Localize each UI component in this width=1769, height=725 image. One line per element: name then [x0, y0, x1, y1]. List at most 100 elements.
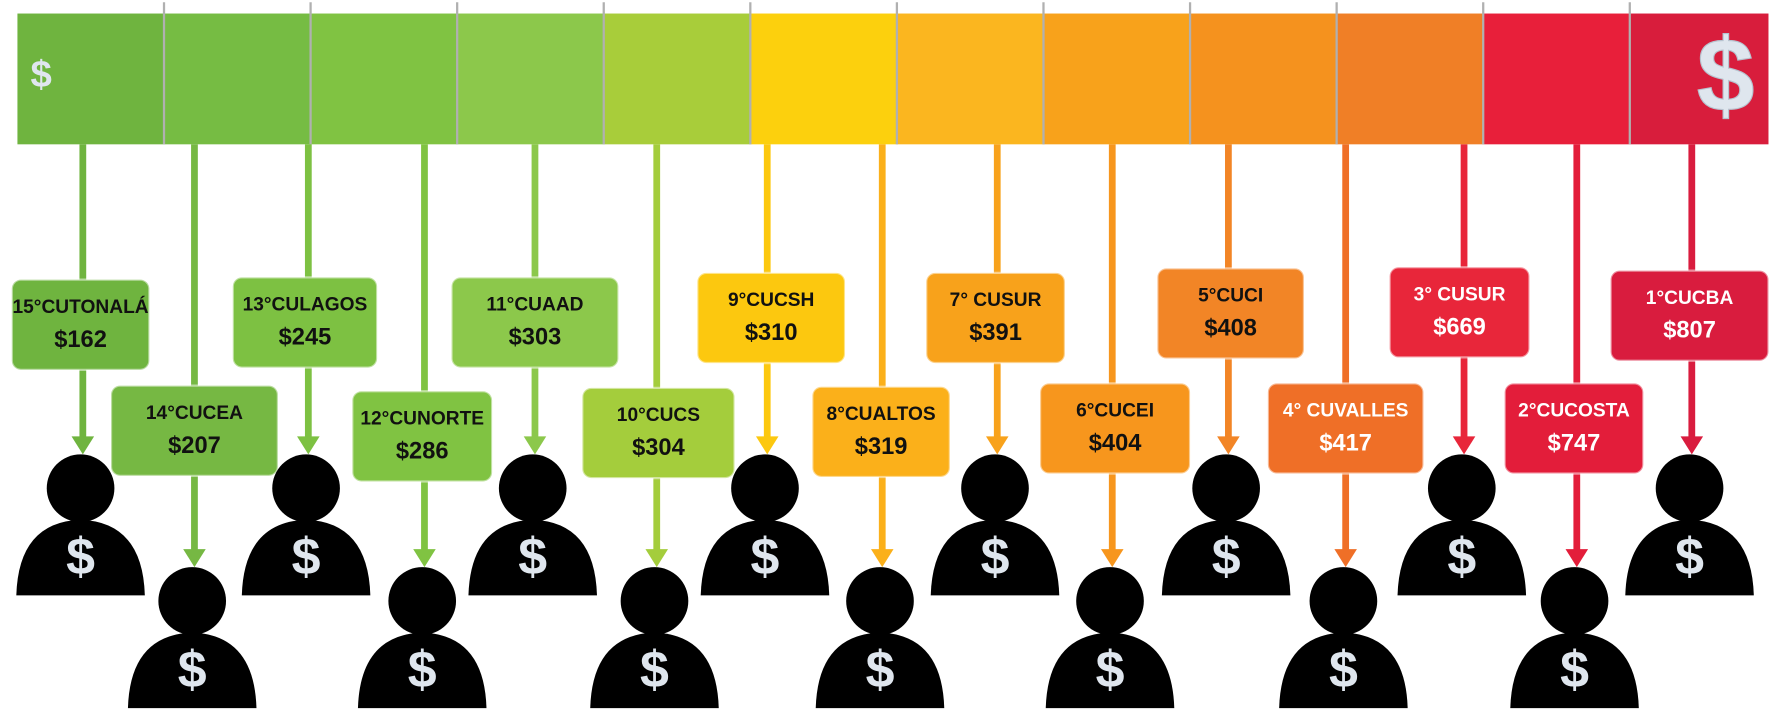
item-label: 10°CUCS — [617, 405, 700, 426]
person-head — [620, 567, 689, 635]
label-box — [696, 271, 847, 365]
item-value: $807 — [1663, 318, 1716, 344]
label-box — [10, 278, 151, 371]
person-head — [388, 567, 457, 635]
person-body — [357, 632, 487, 709]
person-body — [590, 632, 719, 709]
person-head — [961, 454, 1029, 523]
label-box — [811, 385, 952, 479]
person-symbol: $ — [1675, 527, 1704, 585]
person-symbol: $ — [866, 640, 895, 698]
arrow-head — [1565, 549, 1589, 568]
person-body — [16, 519, 145, 596]
bar-segment — [457, 13, 604, 145]
item-label: 4° CUVALLES — [1283, 401, 1409, 422]
label-box — [581, 386, 736, 480]
item-label: 7° CUSUR — [950, 290, 1042, 311]
item-value: $404 — [1089, 430, 1142, 456]
arrow-head — [523, 436, 547, 455]
item-label: 6°CUCEI — [1076, 401, 1154, 422]
item-value: $162 — [54, 327, 107, 353]
person-head — [272, 454, 340, 523]
person-head — [46, 454, 115, 523]
item-value: $747 — [1548, 430, 1601, 456]
bar-segment — [17, 13, 165, 145]
item-label: 12°CUNORTE — [360, 409, 484, 430]
person-body — [1625, 519, 1754, 596]
item-label: 11°CUAAD — [486, 295, 583, 316]
bar-segment — [1483, 13, 1630, 145]
items: 15°CUTONALÁ $162 $14°CUCEA $207 $13°CULAGOS $… — [10, 144, 1769, 709]
arrow-head — [183, 549, 206, 568]
item-label: 1°CUCBA — [1646, 288, 1734, 309]
person-symbol: $ — [1447, 527, 1476, 585]
person-symbol: $ — [292, 527, 321, 585]
label-box — [1038, 382, 1192, 475]
person-body — [700, 519, 830, 596]
arrow-head — [297, 436, 320, 455]
bar-segment — [1190, 13, 1337, 145]
person-body — [241, 519, 371, 596]
label-box — [450, 276, 620, 369]
person-head — [1309, 567, 1378, 635]
person-body — [815, 632, 945, 709]
person-body — [1397, 519, 1527, 596]
cost-bar — [17, 2, 1769, 145]
arrow-head — [755, 436, 779, 455]
person-head — [1192, 454, 1260, 523]
item-label: 2°CUCOSTA — [1518, 401, 1630, 422]
person-head — [846, 567, 914, 635]
person-head — [1655, 454, 1724, 523]
label-box — [1503, 382, 1645, 475]
item-label: 8°CUALTOS — [827, 404, 936, 425]
person-symbol: $ — [66, 527, 95, 585]
item-value: $207 — [168, 433, 221, 459]
person-body — [1510, 632, 1639, 709]
arrow-head — [985, 436, 1009, 455]
label-box — [1609, 269, 1769, 362]
item-value: $310 — [745, 320, 798, 346]
person-symbol: $ — [1096, 640, 1125, 698]
bar-segment — [750, 13, 897, 145]
item-label: 14°CUCEA — [146, 403, 243, 424]
person-head — [731, 454, 799, 523]
person-head — [158, 567, 227, 635]
arrow-head — [1452, 436, 1476, 455]
person-symbol: $ — [408, 640, 437, 698]
item-value: $303 — [509, 325, 562, 351]
person-symbol: $ — [751, 527, 780, 585]
label-box — [1388, 266, 1531, 359]
bar-segment — [1336, 13, 1484, 145]
item-value: $319 — [855, 434, 908, 460]
arrow-head — [71, 436, 95, 455]
person-symbol: $ — [518, 527, 547, 585]
bar-segment — [164, 13, 311, 145]
label-box — [109, 384, 280, 477]
bar-segment — [1629, 13, 1769, 145]
person-symbol: $ — [178, 640, 207, 698]
bar-right-symbol: $ — [1697, 17, 1755, 133]
item-value: $669 — [1433, 314, 1486, 340]
person-head — [1427, 454, 1496, 523]
person-symbol: $ — [1212, 527, 1241, 585]
item-label: 13°CULAGOS — [243, 295, 368, 316]
arrow-head — [870, 549, 894, 568]
person-symbol: $ — [640, 640, 669, 698]
person-head — [498, 454, 567, 523]
person-body — [1279, 632, 1408, 709]
label-box — [231, 276, 379, 369]
person-symbol: $ — [1329, 640, 1358, 698]
item-value: $391 — [969, 320, 1022, 346]
person-body — [930, 519, 1060, 596]
bar-segment — [310, 13, 458, 145]
arrow-head — [1217, 436, 1240, 455]
person-body — [1045, 632, 1175, 709]
label-box — [1156, 267, 1306, 360]
label-box — [925, 271, 1067, 365]
person-body — [468, 519, 597, 596]
item-label: 3° CUSUR — [1414, 284, 1506, 305]
arrow-head — [1100, 549, 1124, 568]
item-value: $304 — [632, 435, 685, 461]
person-symbol: $ — [981, 527, 1010, 585]
